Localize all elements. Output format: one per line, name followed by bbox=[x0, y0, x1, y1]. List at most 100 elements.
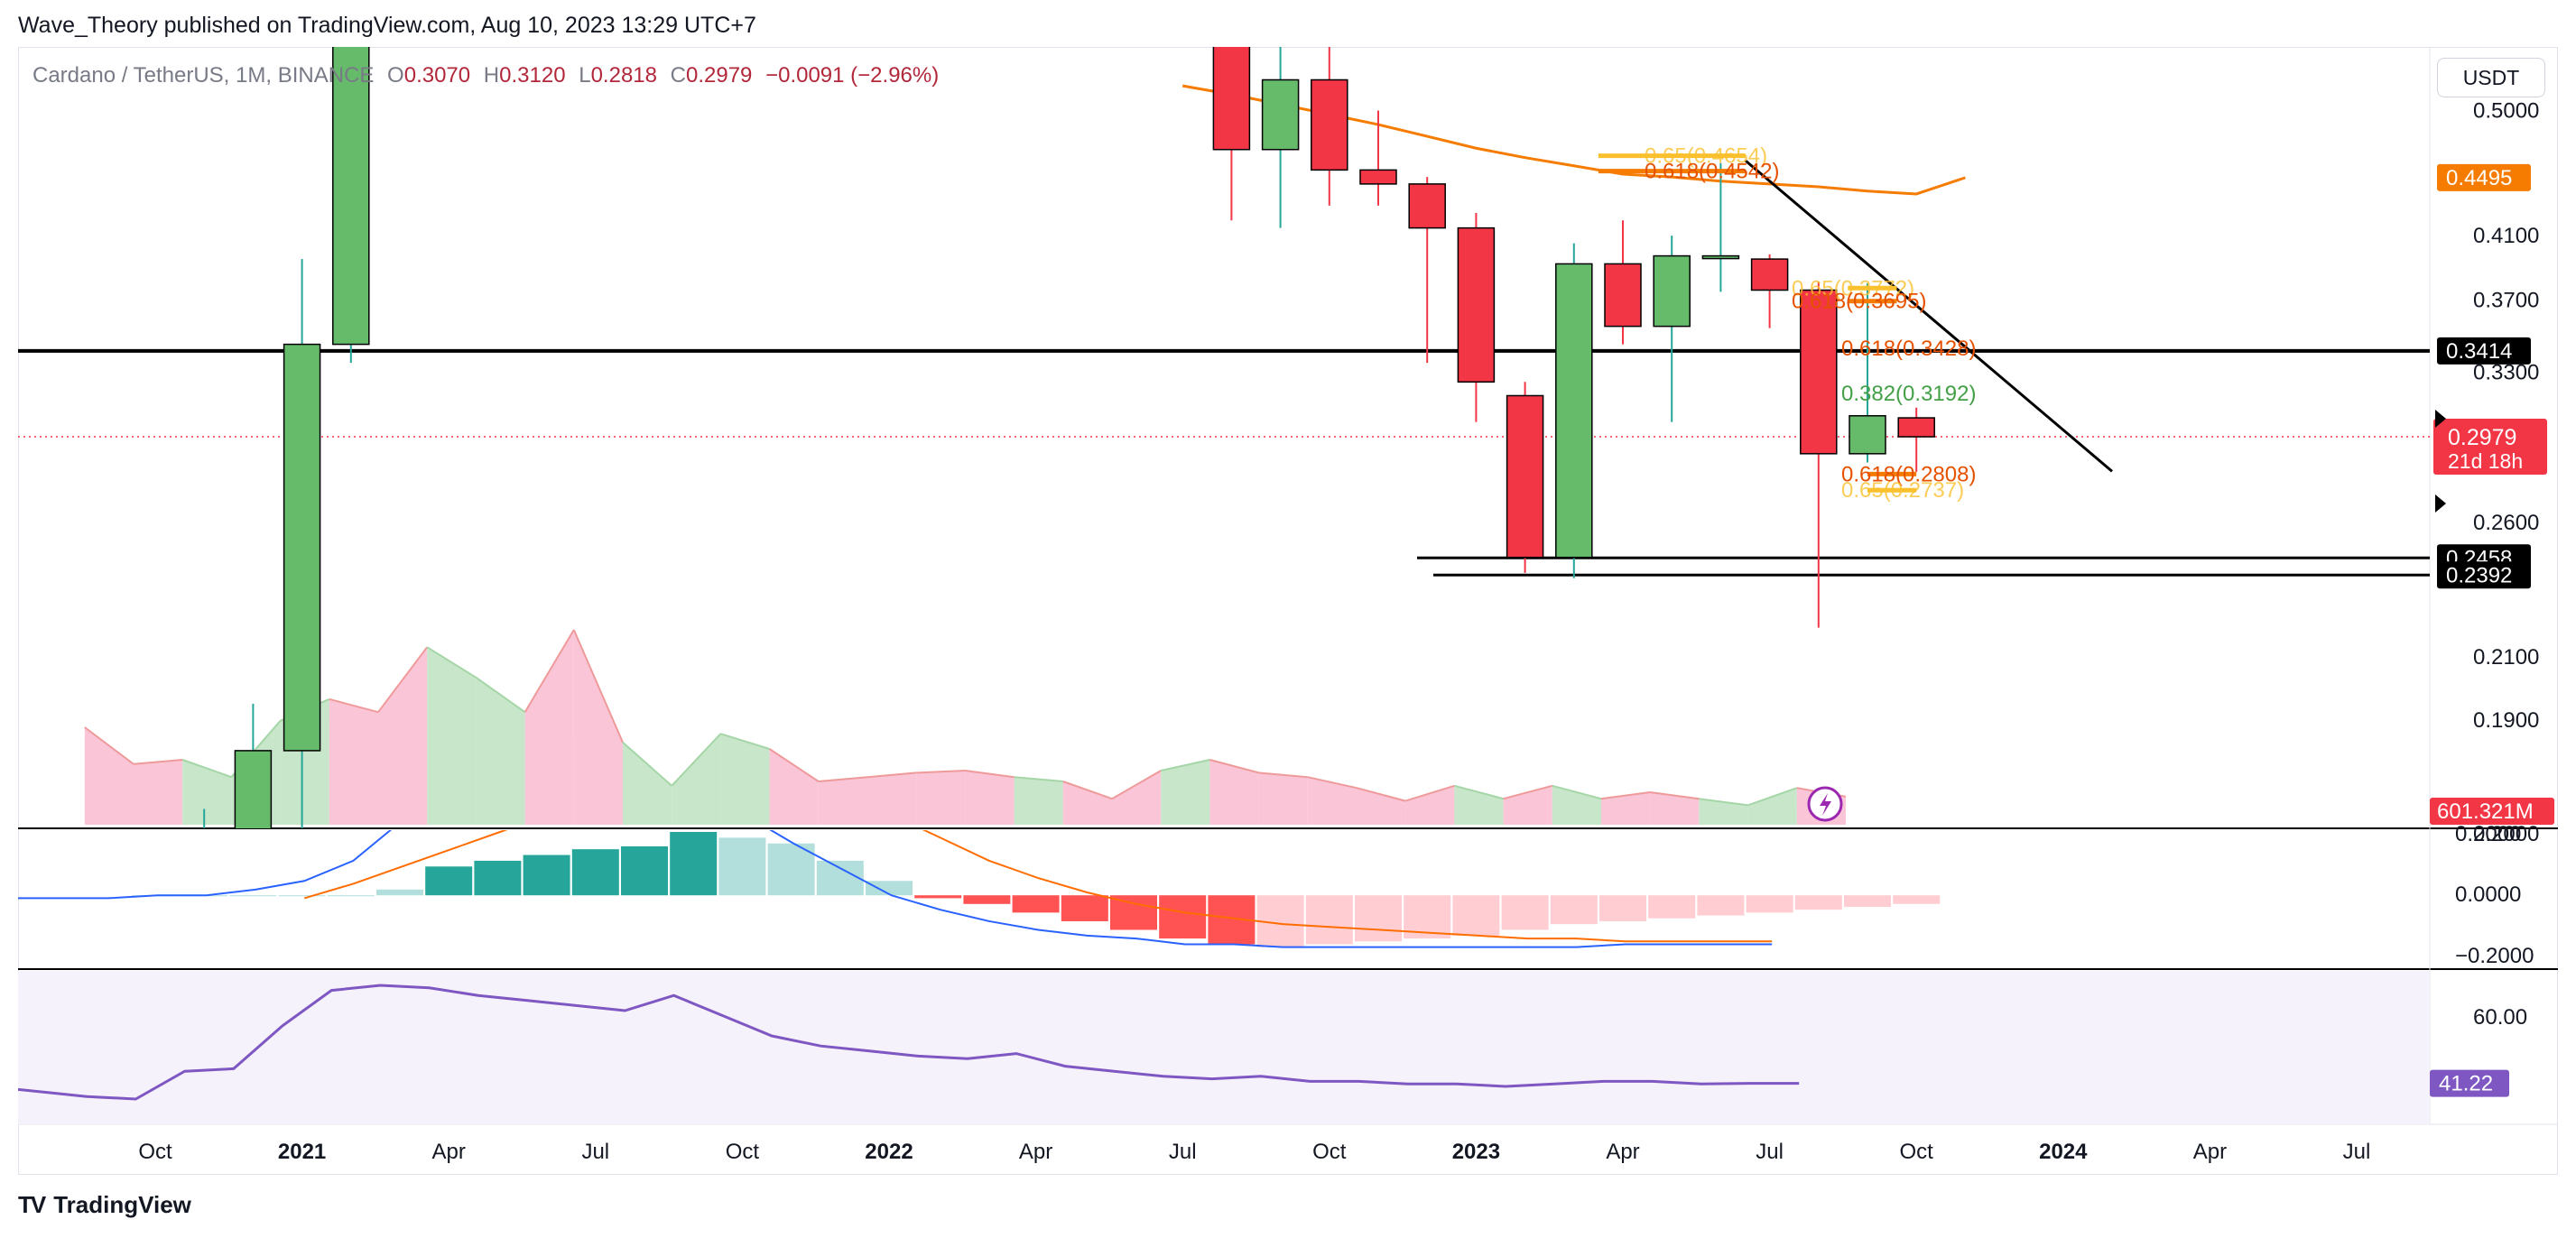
flash-icon[interactable] bbox=[1807, 786, 1843, 822]
macd-histogram-bar bbox=[1550, 895, 1598, 925]
volume-edge bbox=[720, 733, 770, 750]
volume-segment bbox=[1699, 799, 1748, 825]
candle-body[interactable] bbox=[1311, 79, 1348, 171]
macd-pane bbox=[18, 830, 1941, 948]
rsi-value-label: 41.22 bbox=[2439, 1072, 2493, 1096]
candle-body[interactable] bbox=[1261, 79, 1300, 151]
symbol-name[interactable]: Cardano / TetherUS, 1M, BINANCE bbox=[32, 63, 375, 88]
volume-segment bbox=[427, 647, 477, 825]
volume-segment bbox=[1062, 781, 1112, 825]
candle-body[interactable] bbox=[1800, 289, 1838, 455]
fib-level-label: 0.618(0.4542) bbox=[1645, 160, 1779, 184]
candle-body[interactable] bbox=[1359, 169, 1397, 185]
chart-frame bbox=[18, 47, 2558, 1175]
volume-segment bbox=[182, 760, 232, 825]
level-label: 0.2392 bbox=[2446, 563, 2512, 587]
volume-segment bbox=[1747, 788, 1797, 825]
candle-body[interactable] bbox=[1653, 254, 1691, 328]
macd-histogram-bar bbox=[229, 895, 277, 897]
candle-body[interactable] bbox=[1849, 415, 1886, 455]
ema-label-bg bbox=[2437, 163, 2531, 191]
volume-edge bbox=[1454, 784, 1504, 800]
time-axis-label: Jul bbox=[2343, 1140, 2371, 1164]
level-label-bg bbox=[2437, 561, 2531, 589]
macd-histogram-bar bbox=[1012, 895, 1060, 913]
candle-body[interactable] bbox=[234, 750, 273, 848]
candle-body[interactable] bbox=[1212, 0, 1251, 151]
volume-segment bbox=[1454, 785, 1504, 825]
candle-body[interactable] bbox=[283, 343, 321, 752]
currency-button[interactable]: USDT bbox=[2437, 58, 2545, 97]
price-tick-label: 0.2100 bbox=[2473, 645, 2539, 670]
footer-brand[interactable]: TV TradingView bbox=[18, 1191, 191, 1219]
level-label-bg bbox=[2437, 337, 2531, 365]
volume-edge bbox=[622, 742, 672, 787]
volume-segment bbox=[965, 771, 1015, 825]
volume-edge bbox=[1747, 787, 1798, 807]
volume-segment bbox=[623, 742, 672, 825]
macd-tick-label: 0.0000 bbox=[2455, 882, 2521, 907]
volume-edge bbox=[1404, 784, 1455, 802]
volume-segment bbox=[1357, 788, 1406, 825]
macd-histogram-bar bbox=[1893, 895, 1941, 904]
candle-body[interactable] bbox=[1750, 258, 1789, 291]
scale-labels: 0.5000 0.4100 0.3700 0.3300 0.2600 0.2100 0.19… bbox=[2430, 99, 2554, 1097]
volume-label-bg bbox=[2430, 798, 2554, 825]
candle-body[interactable] bbox=[1897, 417, 1935, 438]
volume-edge bbox=[1111, 770, 1162, 800]
macd-histogram-bar bbox=[278, 895, 326, 897]
publisher-line: Wave_Theory published on TradingView.com… bbox=[18, 13, 756, 38]
time-axis-label: Oct bbox=[1312, 1140, 1347, 1164]
candle-body[interactable] bbox=[186, 861, 222, 878]
macd-histogram-bar bbox=[571, 849, 619, 896]
candle-body[interactable] bbox=[1701, 254, 1740, 260]
volume-edge bbox=[524, 629, 575, 713]
ema-label: 0.4495 bbox=[2446, 166, 2512, 190]
volume-edge bbox=[84, 726, 134, 765]
time-axis-label: 2021 bbox=[278, 1140, 326, 1164]
volume-edge bbox=[1699, 798, 1748, 807]
volume-segment bbox=[329, 698, 378, 825]
low-label: L bbox=[579, 63, 591, 88]
fib-level-label: 0.65(0.3772) bbox=[1792, 276, 1914, 300]
fib-level-label: 0.65(0.4654) bbox=[1645, 144, 1767, 169]
price-tick-label: 0.4100 bbox=[2473, 224, 2539, 248]
candle-body[interactable] bbox=[1604, 263, 1642, 328]
volume-segment bbox=[1209, 760, 1259, 825]
time-axis-label: Apr bbox=[1606, 1140, 1639, 1164]
macd-histogram-bar bbox=[1648, 895, 1696, 919]
macd-tick-label: −0.2000 bbox=[2455, 944, 2534, 968]
volume-segment bbox=[818, 777, 867, 825]
time-axis-label: Oct bbox=[726, 1140, 760, 1164]
volume-segment bbox=[1503, 785, 1552, 825]
candle-body[interactable] bbox=[1408, 183, 1446, 229]
volume-segment bbox=[573, 630, 623, 825]
macd-histogram-bar bbox=[1061, 895, 1108, 921]
change-value: −0.0091 (−2.96%) bbox=[765, 63, 940, 88]
volume-edge bbox=[1600, 791, 1651, 800]
time-axis-label: 2024 bbox=[2039, 1140, 2088, 1164]
candle-body[interactable] bbox=[1555, 263, 1593, 559]
volume-edge bbox=[1307, 776, 1357, 790]
volume-area bbox=[84, 629, 1847, 825]
fib-level-label: 0.618(0.2808) bbox=[1841, 462, 1976, 486]
time-axis-label: 2022 bbox=[865, 1140, 913, 1164]
volume-edge bbox=[1258, 771, 1308, 779]
macd-histogram-bar bbox=[670, 832, 718, 896]
fib-level-label: 0.382(0.3192) bbox=[1841, 382, 1976, 406]
high-value: 0.3120 bbox=[499, 63, 566, 88]
scale-arrow-icon bbox=[2435, 494, 2446, 513]
time-axis-label: 2023 bbox=[1452, 1140, 1500, 1164]
rsi-line bbox=[18, 984, 1800, 1101]
macd-histogram-bar bbox=[866, 881, 913, 896]
time-axis-label: Jul bbox=[581, 1140, 609, 1164]
candle-body[interactable] bbox=[1457, 226, 1496, 383]
candle-body[interactable] bbox=[1506, 394, 1544, 559]
volume-segment bbox=[769, 749, 819, 825]
time-axis-label: Oct bbox=[1900, 1140, 1934, 1164]
low-value: 0.2818 bbox=[590, 63, 657, 88]
candle-body[interactable] bbox=[332, 0, 370, 346]
macd-line bbox=[18, 830, 1773, 948]
volume-segment bbox=[720, 734, 770, 825]
